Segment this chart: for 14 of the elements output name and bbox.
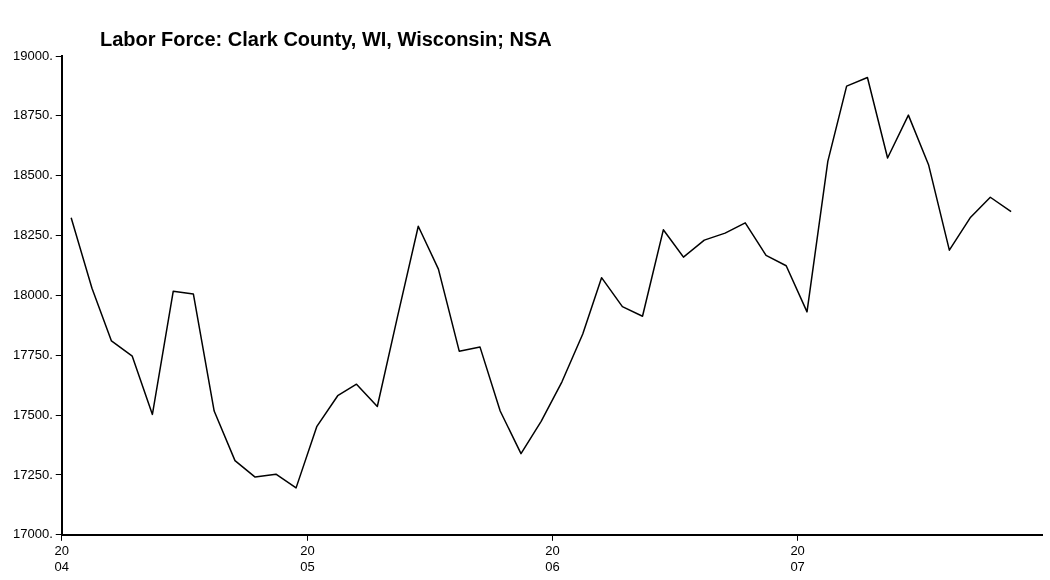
x-tick-label: 20 04 [54,543,69,574]
y-tick-label: 18500. [13,167,53,183]
y-tick-label: 17000. [13,526,53,542]
y-tick-label: 17750. [13,346,53,362]
y-tick-label: 18000. [13,286,53,302]
x-tick-label: 20 07 [790,543,805,574]
y-tick-label: 19000. [13,47,53,63]
y-tick-label: 17250. [13,466,53,482]
x-tick-label: 20 05 [300,543,315,574]
chart-title: Labor Force: Clark County, WI, Wisconsin; NSA [100,28,552,51]
x-tick-label: 20 06 [545,543,560,574]
y-tick-label: 18250. [13,227,53,243]
y-tick-label: 18750. [13,107,53,123]
y-tick-label: 17500. [13,406,53,422]
